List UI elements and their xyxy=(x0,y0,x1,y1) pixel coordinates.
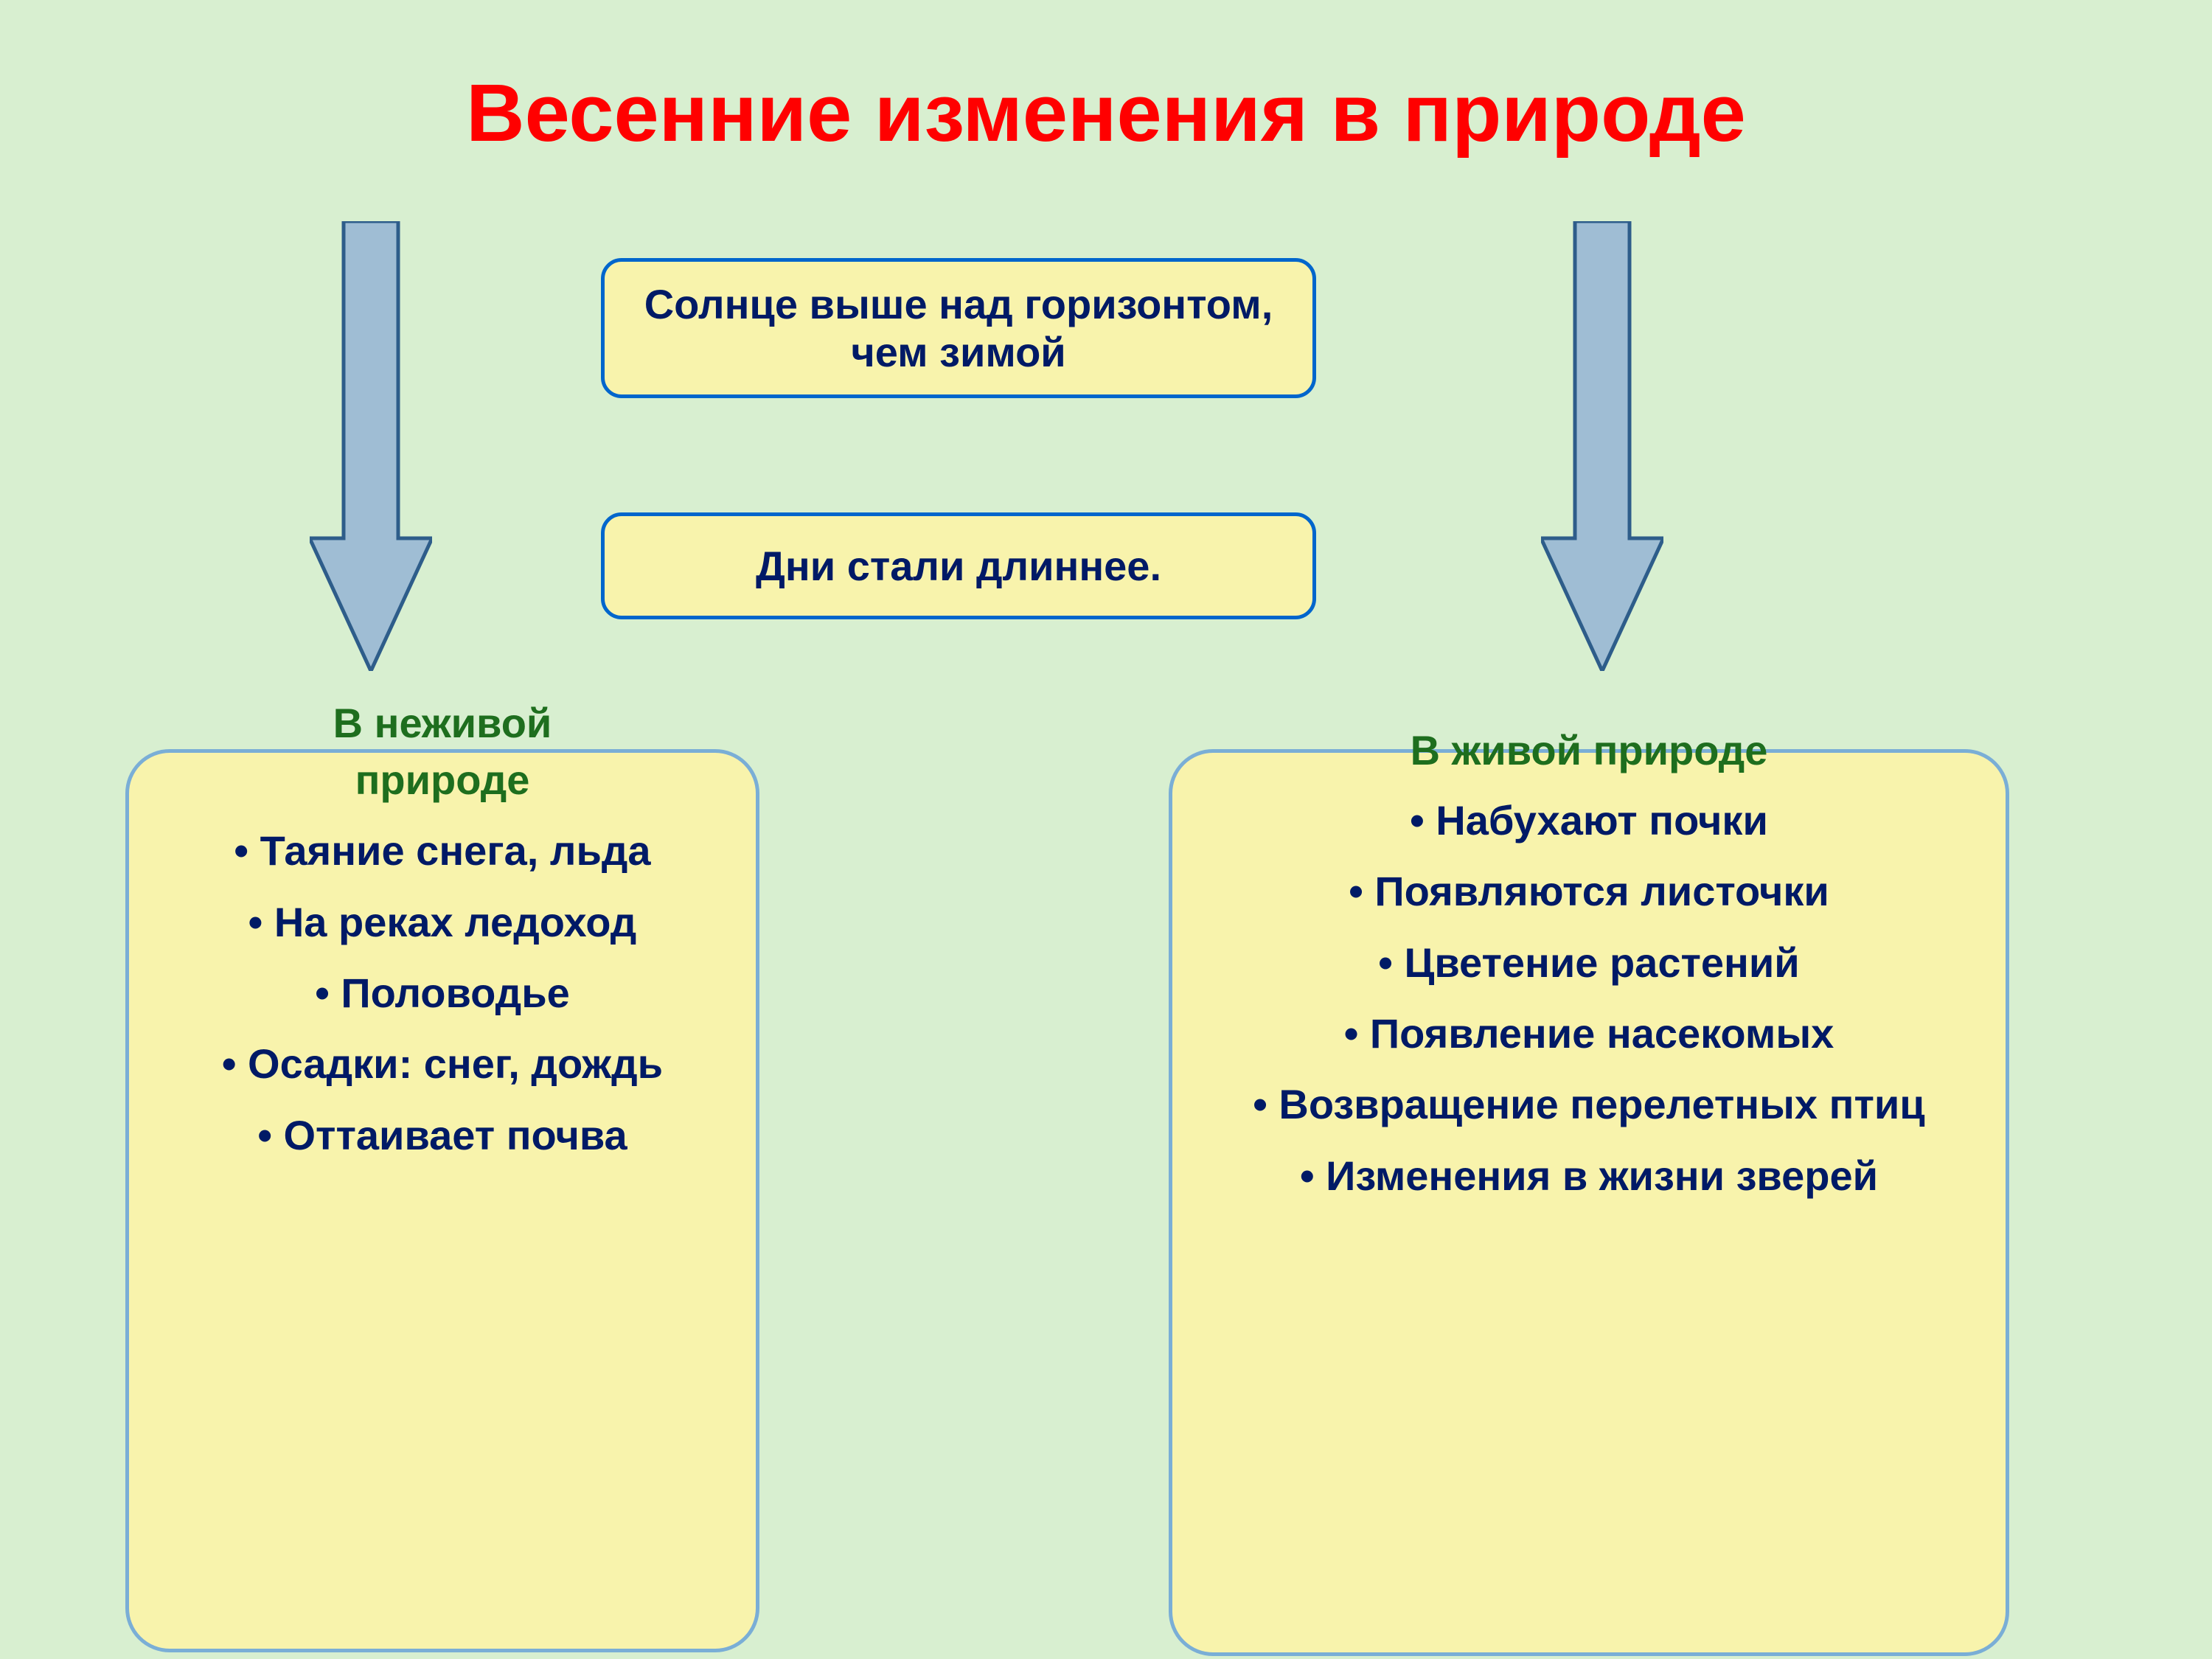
nonliving-item: • Таяние снега, льда xyxy=(111,815,774,886)
arrow-down-left-icon xyxy=(310,221,432,671)
living-item: • Цветение растений xyxy=(1169,928,2009,998)
list-nonliving: природе • Таяние снега, льда • На реках … xyxy=(111,745,774,1171)
nonliving-item: • Осадки: снег, дождь xyxy=(111,1029,774,1099)
heading-nonliving-line2: природе xyxy=(111,745,774,815)
nonliving-item: • На реках ледоход xyxy=(111,887,774,958)
box-days-longer: Дни стали длиннее. xyxy=(601,512,1316,619)
box-sun-position: Солнце выше над горизонтом, чем зимой xyxy=(601,258,1316,398)
living-item: • Возвращение перелетных птиц xyxy=(1169,1069,2009,1140)
heading-nonliving: В неживой xyxy=(133,697,752,750)
heading-nonliving-line1: В неживой xyxy=(333,700,552,746)
nonliving-item: • Оттаивает почва xyxy=(111,1100,774,1171)
box-days-text: Дни стали длиннее. xyxy=(756,542,1161,590)
arrow-down-right-icon xyxy=(1541,221,1663,671)
living-item: • Появляются листочки xyxy=(1169,856,2009,927)
nonliving-item: • Половодье xyxy=(111,958,774,1029)
box-sun-text: Солнце выше над горизонтом, чем зимой xyxy=(627,280,1290,376)
page-title: Весенние изменения в природе xyxy=(0,66,2212,160)
living-item: • Набухают почки xyxy=(1169,785,2009,856)
living-item: • Изменения в жизни зверей xyxy=(1169,1141,2009,1211)
list-living: • Набухают почки • Появляются листочки •… xyxy=(1169,785,2009,1211)
heading-living: В живой природе xyxy=(1169,726,2009,774)
living-item: • Появление насекомых xyxy=(1169,998,2009,1069)
